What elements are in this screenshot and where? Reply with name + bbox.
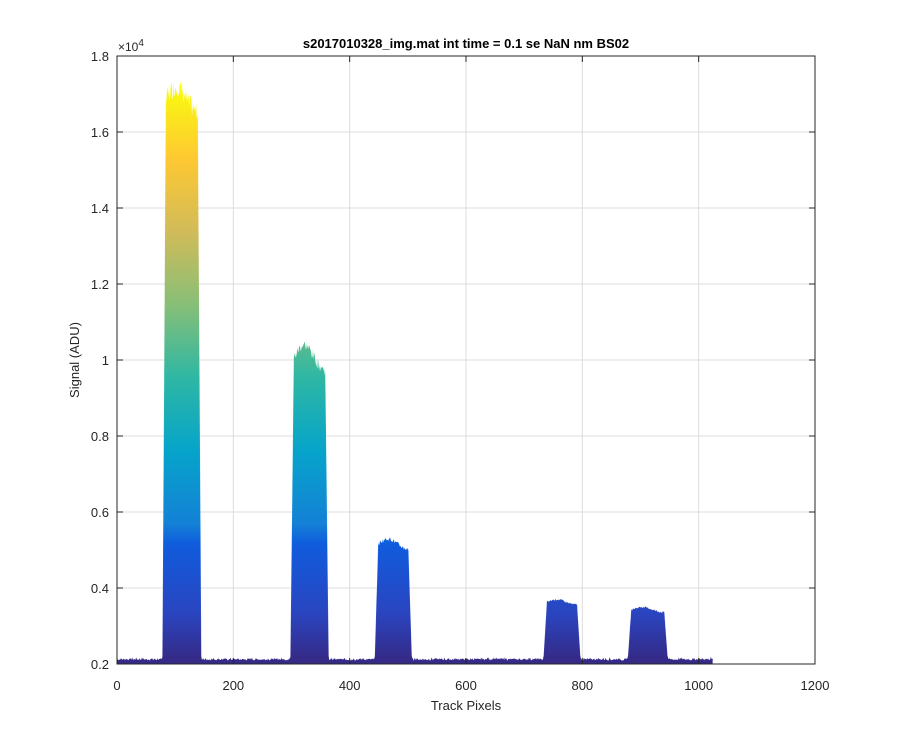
y-axis-exponent-power: 4 — [138, 38, 144, 49]
peak-3 — [374, 536, 413, 661]
x-tick-label: 1200 — [801, 678, 830, 693]
x-tick-label: 1000 — [684, 678, 713, 693]
y-tick-label: 1.6 — [91, 125, 109, 140]
x-tick-label: 200 — [222, 678, 244, 693]
data-layer — [116, 80, 714, 664]
baseline-trace — [116, 656, 714, 664]
y-tick-labels: 0.2 0.4 0.6 0.8 1 1.2 1.4 1.6 1.8 — [91, 49, 109, 672]
y-tick-label: 1.2 — [91, 277, 109, 292]
y-tick-label: 1.4 — [91, 201, 109, 216]
y-tick-label: 0.4 — [91, 581, 109, 596]
chart-title: s2017010328_img.mat int time = 0.1 se Na… — [303, 36, 629, 51]
tick-marks — [116, 55, 816, 665]
peak-2 — [290, 340, 329, 661]
y-tick-label: 0.2 — [91, 657, 109, 672]
x-tick-labels: 0 200 400 600 800 1000 1200 — [113, 678, 829, 693]
peak-1 — [162, 80, 202, 661]
signal-area — [117, 81, 713, 664]
x-tick-label: 400 — [339, 678, 361, 693]
y-axis-exponent: ×104 — [118, 38, 144, 54]
y-tick-label: 1.8 — [91, 49, 109, 64]
y-axis-exponent-base: ×10 — [118, 40, 139, 54]
y-tick-label: 0.6 — [91, 505, 109, 520]
peak-4 — [543, 597, 581, 661]
peak-5 — [627, 605, 669, 661]
y-tick-label: 0.8 — [91, 429, 109, 444]
x-tick-label: 800 — [571, 678, 593, 693]
y-tick-label: 1 — [102, 353, 109, 368]
x-tick-label: 600 — [455, 678, 477, 693]
x-tick-label: 0 — [113, 678, 120, 693]
x-axis-label: Track Pixels — [431, 698, 502, 713]
y-axis-label: Signal (ADU) — [67, 322, 82, 398]
